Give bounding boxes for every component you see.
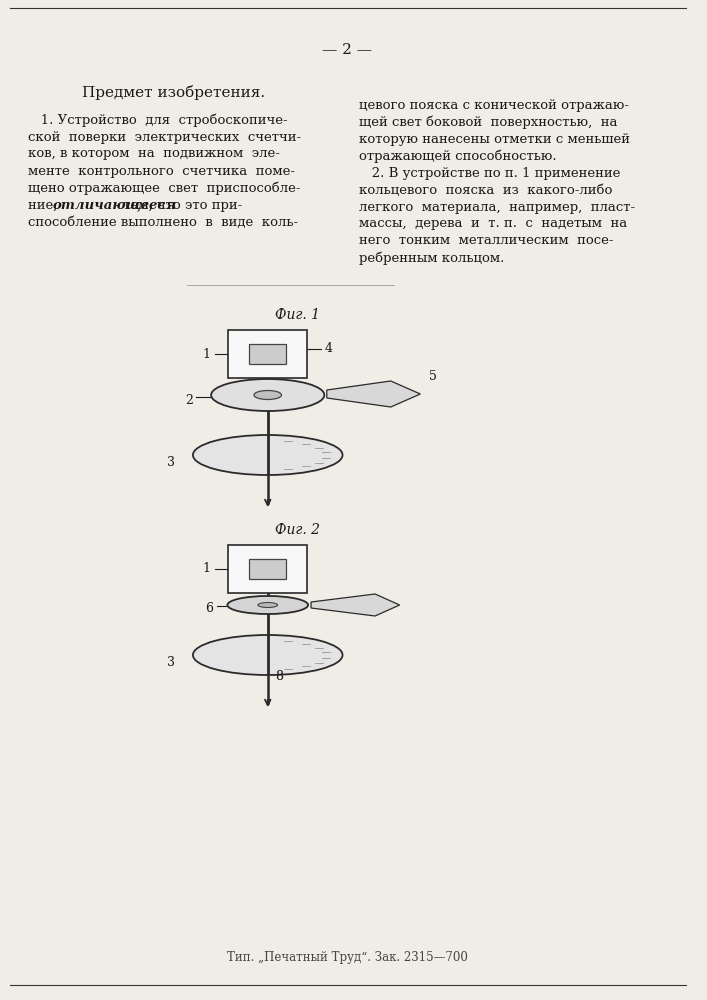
Bar <box>249 559 286 579</box>
Polygon shape <box>327 381 420 407</box>
Text: 1. Устройство  для  стробоскопиче-: 1. Устройство для стробоскопиче- <box>28 113 287 127</box>
Text: 5: 5 <box>429 369 437 382</box>
Text: ской  поверки  электрических  счетчи-: ской поверки электрических счетчи- <box>28 130 300 143</box>
Text: 4: 4 <box>325 342 333 356</box>
Ellipse shape <box>228 596 308 614</box>
Ellipse shape <box>258 602 278 607</box>
Text: ребренным кольцом.: ребренным кольцом. <box>359 251 505 265</box>
Ellipse shape <box>254 390 281 399</box>
Text: ние,: ние, <box>28 198 62 212</box>
Text: 1: 1 <box>203 562 211 576</box>
Ellipse shape <box>193 435 343 475</box>
Text: ков, в котором  на  подвижном  эле-: ков, в котором на подвижном эле- <box>28 147 279 160</box>
Text: щено отражающее  свет  приспособле-: щено отражающее свет приспособле- <box>28 181 300 195</box>
Text: способление выполнено  в  виде  коль-: способление выполнено в виде коль- <box>28 216 298 229</box>
Bar <box>228 330 307 378</box>
Text: цевого пояска с конической отражаю-: цевого пояска с конической отражаю- <box>359 99 629 111</box>
Text: 6: 6 <box>205 602 213 615</box>
Text: кольцевого  пояска  из  какого-либо: кольцевого пояска из какого-либо <box>359 184 613 196</box>
Text: 1: 1 <box>203 348 211 360</box>
Ellipse shape <box>193 635 343 675</box>
Text: менте  контрольного  счетчика  поме-: менте контрольного счетчика поме- <box>28 164 295 178</box>
Text: Фиг. 2: Фиг. 2 <box>275 523 320 537</box>
Text: массы,  дерева  и  т. п.  с  надетым  на: массы, дерева и т. п. с надетым на <box>359 218 628 231</box>
Text: 3: 3 <box>168 656 175 670</box>
Text: тем, что это при-: тем, что это при- <box>119 198 243 212</box>
Text: 8: 8 <box>276 670 284 684</box>
Text: отражающей способностью.: отражающей способностью. <box>359 149 557 163</box>
Text: Тип. „Печатный Труд“. Зак. 2315—700: Тип. „Печатный Труд“. Зак. 2315—700 <box>227 952 468 964</box>
Text: щей свет боковой  поверхностью,  на: щей свет боковой поверхностью, на <box>359 115 618 129</box>
Text: Фиг. 1: Фиг. 1 <box>275 308 320 322</box>
Text: — 2 —: — 2 — <box>322 43 373 57</box>
Text: Предмет изобретения.: Предмет изобретения. <box>82 85 265 100</box>
Text: которую нанесены отметки с меньшей: которую нанесены отметки с меньшей <box>359 132 630 145</box>
Text: 2. В устройстве по п. 1 применение: 2. В устройстве по п. 1 применение <box>359 166 621 180</box>
Polygon shape <box>311 594 399 616</box>
Ellipse shape <box>211 379 325 411</box>
Text: легкого  материала,  например,  пласт-: легкого материала, например, пласт- <box>359 200 636 214</box>
Text: него  тонким  металлическим  посе-: него тонким металлическим посе- <box>359 234 614 247</box>
Text: отличающееся: отличающееся <box>53 198 177 212</box>
Bar <box>228 545 307 593</box>
Text: 2: 2 <box>185 393 193 406</box>
Text: 3: 3 <box>168 456 175 470</box>
Bar <box>249 344 286 364</box>
